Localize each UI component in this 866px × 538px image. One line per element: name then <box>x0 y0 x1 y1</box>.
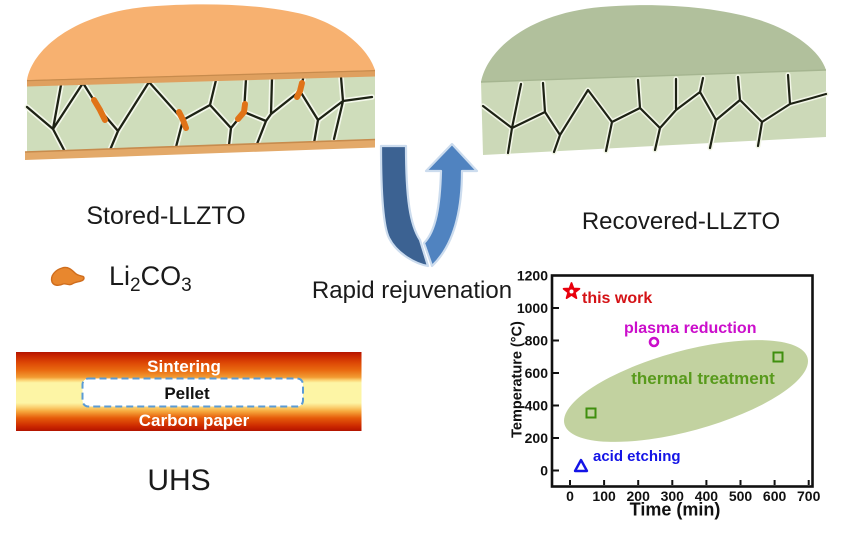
svg-text:700: 700 <box>797 488 821 504</box>
svg-text:200: 200 <box>627 488 651 504</box>
svg-text:500: 500 <box>729 488 753 504</box>
svg-text:Stored-LLZTO: Stored-LLZTO <box>86 202 245 230</box>
svg-text:800: 800 <box>525 333 549 349</box>
svg-text:200: 200 <box>525 430 549 446</box>
svg-text:400: 400 <box>525 398 549 414</box>
svg-text:1200: 1200 <box>517 268 548 284</box>
svg-text:Pellet: Pellet <box>164 384 210 403</box>
svg-text:Rapid rejuvenation: Rapid rejuvenation <box>312 277 512 304</box>
svg-text:Recovered-LLZTO: Recovered-LLZTO <box>582 208 780 235</box>
svg-text:Li2CO3: Li2CO3 <box>109 261 192 296</box>
svg-text:thermal treatment: thermal treatment <box>631 369 775 388</box>
svg-text:400: 400 <box>695 488 719 504</box>
svg-text:600: 600 <box>525 365 549 381</box>
svg-text:acid etching: acid etching <box>593 448 681 465</box>
svg-text:0: 0 <box>566 488 574 504</box>
svg-text:Temperature (°C): Temperature (°C) <box>510 321 526 438</box>
svg-text:Sintering: Sintering <box>147 357 221 376</box>
svg-text:Time (min): Time (min) <box>630 500 721 520</box>
svg-text:100: 100 <box>592 488 616 504</box>
svg-text:this work: this work <box>582 290 652 307</box>
svg-text:Carbon paper: Carbon paper <box>139 411 250 430</box>
svg-text:1000: 1000 <box>517 300 548 316</box>
svg-text:plasma reduction: plasma reduction <box>624 320 756 337</box>
svg-text:600: 600 <box>763 488 787 504</box>
svg-text:UHS: UHS <box>147 464 210 497</box>
svg-text:0: 0 <box>540 463 548 479</box>
svg-text:300: 300 <box>661 488 685 504</box>
